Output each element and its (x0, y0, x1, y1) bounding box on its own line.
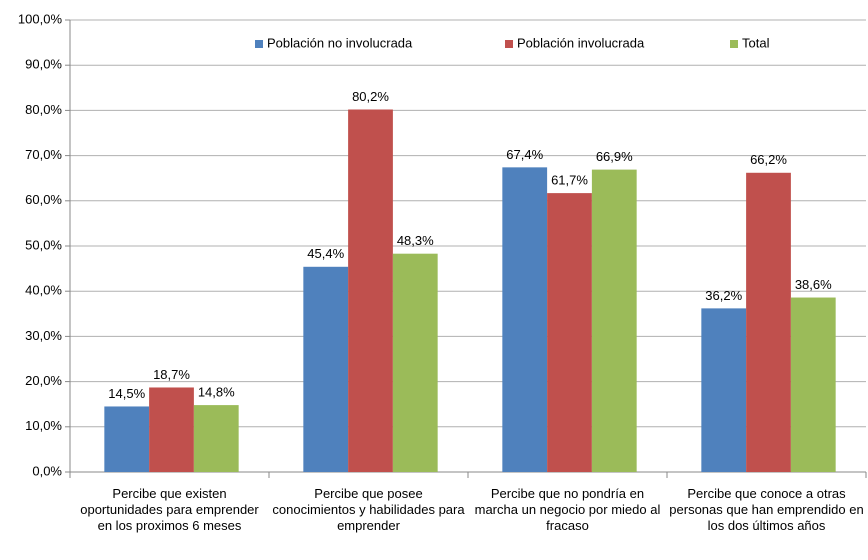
value-label: 38,6% (795, 277, 832, 292)
y-tick-label: 70,0% (25, 147, 62, 162)
legend-label: Total (742, 35, 770, 50)
value-label: 67,4% (506, 147, 543, 162)
x-tick-label-box: Percibe que conoce a otras personas que … (669, 486, 864, 533)
y-tick-label: 100,0% (18, 11, 63, 26)
value-label: 36,2% (705, 288, 742, 303)
x-tick-label: Percibe que existen oportunidades para e… (80, 486, 259, 533)
legend-swatch (255, 40, 263, 48)
x-tick-label: Percibe que no pondría en marcha un nego… (474, 486, 661, 533)
bar (149, 387, 194, 472)
value-label: 48,3% (397, 233, 434, 248)
legend-swatch (505, 40, 513, 48)
y-tick-label: 40,0% (25, 283, 62, 298)
legend-label: Población no involucrada (267, 35, 413, 50)
y-tick-label: 30,0% (25, 328, 62, 343)
x-tick-label-box: Percibe que posee conocimientos y habili… (272, 486, 465, 533)
value-label: 14,8% (198, 385, 235, 400)
bar (193, 405, 239, 472)
y-tick-label: 90,0% (25, 57, 62, 72)
legend-swatch (730, 40, 738, 48)
legend-label: Población involucrada (517, 35, 645, 50)
bar (392, 253, 438, 472)
y-tick-label: 80,0% (25, 102, 62, 117)
value-label: 66,9% (596, 149, 633, 164)
value-label: 61,7% (551, 173, 588, 188)
value-label: 18,7% (153, 367, 190, 382)
bar (348, 109, 393, 472)
bar (591, 169, 637, 472)
y-tick-label: 0,0% (32, 463, 62, 478)
bar (701, 308, 747, 472)
y-tick-label: 50,0% (25, 237, 62, 252)
x-tick-label: Percibe que posee conocimientos y habili… (272, 486, 465, 533)
value-label: 66,2% (750, 152, 787, 167)
bar (790, 297, 836, 472)
y-tick-label: 60,0% (25, 192, 62, 207)
bar (547, 193, 592, 472)
bar (746, 172, 791, 472)
y-tick-label: 10,0% (25, 418, 62, 433)
x-tick-label: Percibe que conoce a otras personas que … (669, 486, 864, 533)
bar (303, 266, 349, 472)
y-tick-label: 20,0% (25, 373, 62, 388)
value-label: 80,2% (352, 89, 389, 104)
value-label: 45,4% (307, 246, 344, 261)
bar (104, 406, 150, 472)
x-tick-label-box: Percibe que existen oportunidades para e… (80, 486, 259, 533)
bar (502, 167, 548, 473)
value-label: 14,5% (108, 386, 145, 401)
x-tick-label-box: Percibe que no pondría en marcha un nego… (474, 486, 661, 533)
